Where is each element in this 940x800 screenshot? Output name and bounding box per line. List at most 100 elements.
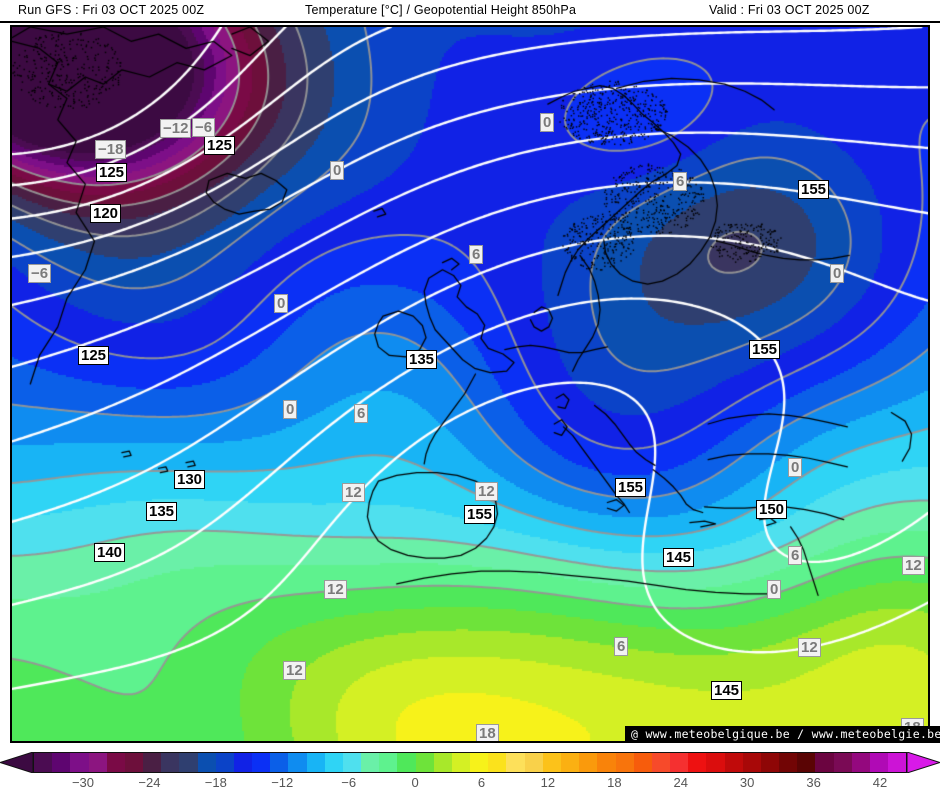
colorbar-swatch bbox=[724, 753, 743, 772]
colorbar-swatch bbox=[233, 753, 253, 772]
temperature-contour-label: 12 bbox=[475, 482, 498, 501]
geopotential-contour-label: 155 bbox=[464, 505, 496, 524]
map-header: Run GFS : Fri 03 OCT 2025 00Z Temperatur… bbox=[0, 0, 940, 23]
temperature-contour-label: 12 bbox=[902, 556, 925, 575]
colorbar-swatch bbox=[379, 753, 398, 772]
temperature-contour-label: −6 bbox=[192, 118, 216, 137]
colorbar-swatch bbox=[34, 753, 53, 772]
colorbar-swatch bbox=[143, 753, 162, 772]
geopotential-contour-label: 155 bbox=[615, 478, 647, 497]
temperature-contour-label: 6 bbox=[673, 172, 688, 191]
run-label: Run GFS : Fri 03 OCT 2025 00Z bbox=[18, 3, 205, 17]
colorbar-swatch bbox=[270, 753, 289, 772]
geopotential-contour-label: 125 bbox=[78, 346, 110, 365]
temperature-contour-label: −18 bbox=[95, 140, 127, 159]
colorbar-swatch bbox=[179, 753, 198, 772]
colorbar-swatch bbox=[779, 753, 798, 772]
colorbar-swatch bbox=[542, 753, 561, 772]
colorbar-swatch bbox=[615, 753, 634, 772]
geopotential-contour-label: 155 bbox=[749, 340, 781, 359]
colorbar-swatch bbox=[197, 753, 216, 772]
colorbar-gradient bbox=[33, 752, 907, 773]
colorbar-swatch bbox=[851, 753, 870, 772]
geopotential-contour-label: 140 bbox=[94, 543, 126, 562]
temperature-contour-label: 0 bbox=[830, 264, 845, 283]
geopotential-contour-label: 130 bbox=[174, 470, 206, 489]
colorbar-tick: −12 bbox=[271, 775, 294, 790]
map-panel: 125 125 120 125 135 130 135 140 155 155 155 155 150 1… bbox=[10, 25, 930, 743]
page-title: Temperature [°C] / Geopotential Height 8… bbox=[305, 3, 577, 17]
colorbar-swatch bbox=[760, 753, 780, 772]
colorbar-swatch bbox=[470, 753, 489, 772]
temperature-contour-label: 6 bbox=[469, 245, 484, 264]
colorbar-swatch bbox=[488, 753, 507, 772]
colorbar-swatch bbox=[433, 753, 452, 772]
geopotential-contour-label: 145 bbox=[711, 681, 743, 700]
valid-label: Valid : Fri 03 OCT 2025 00Z bbox=[709, 3, 870, 17]
temperature-contour-label: 12 bbox=[283, 661, 306, 680]
temperature-contour-label: 18 bbox=[476, 724, 499, 741]
colorbar-swatch bbox=[415, 753, 434, 772]
colorbar-swatch bbox=[869, 753, 889, 772]
geopotential-contour-label: 145 bbox=[663, 548, 695, 567]
colorbar-tick: −18 bbox=[204, 775, 227, 790]
temperature-contour-label: −6 bbox=[28, 264, 52, 283]
colorbar-swatch bbox=[52, 753, 71, 772]
temperature-contour-label: 6 bbox=[614, 637, 629, 656]
colorbar-swatch bbox=[88, 753, 107, 772]
colorbar-swatch bbox=[815, 753, 834, 772]
colorbar-swatch bbox=[597, 753, 616, 772]
colorbar-swatch bbox=[579, 753, 598, 772]
colorbar-tick: −6 bbox=[341, 775, 357, 790]
colorbar-swatch bbox=[451, 753, 471, 772]
temperature-contour-label: 12 bbox=[342, 483, 365, 502]
colorbar-tick: 24 bbox=[673, 775, 688, 790]
temperature-contour-label: 6 bbox=[788, 546, 803, 565]
colorbar-swatch bbox=[70, 753, 89, 772]
temperature-contour-label: 0 bbox=[540, 113, 555, 132]
header-divider bbox=[0, 21, 940, 23]
colorbar-swatch bbox=[161, 753, 180, 772]
colorbar-swatch bbox=[706, 753, 725, 772]
colorbar-swatch bbox=[124, 753, 144, 772]
colorbar-tick: 18 bbox=[607, 775, 622, 790]
temperature-contour-label: 0 bbox=[767, 580, 782, 599]
colorbar-swatch bbox=[833, 753, 852, 772]
temperature-contour-label: 0 bbox=[283, 400, 298, 419]
colorbar-tick: 12 bbox=[540, 775, 556, 790]
temperature-contour-label: 0 bbox=[330, 161, 345, 180]
temperature-contour-label: 6 bbox=[354, 404, 369, 423]
colorbar-swatch bbox=[651, 753, 671, 772]
colorbar-swatch bbox=[560, 753, 580, 772]
watermark: @ www.meteobelgique.be / www.meteobelgie… bbox=[625, 726, 940, 743]
colorbar-swatch bbox=[324, 753, 343, 772]
colorbar-tick: 36 bbox=[806, 775, 821, 790]
colorbar-swatch bbox=[888, 753, 907, 772]
temperature-contour-label: 12 bbox=[324, 580, 347, 599]
colorbar-left-arrow-icon bbox=[0, 752, 33, 773]
colorbar-tick: 0 bbox=[411, 775, 419, 790]
colorbar-swatch bbox=[397, 753, 416, 772]
temperature-contour-label: 12 bbox=[798, 638, 821, 657]
colorbar-tick: 42 bbox=[872, 775, 888, 790]
colorbar-swatch bbox=[106, 753, 125, 772]
colorbar-swatch bbox=[306, 753, 325, 772]
colorbar-tick: 30 bbox=[739, 775, 755, 790]
temperature-contour-label: 0 bbox=[274, 294, 289, 313]
colorbar-tick: −30 bbox=[71, 775, 95, 790]
colorbar-swatch bbox=[506, 753, 525, 772]
colorbar-swatch bbox=[670, 753, 689, 772]
colorbar-swatch bbox=[252, 753, 271, 772]
colorbar-tick-labels: −30 −24 −18 −12 −6 0 6 12 18 24 30 36 42 bbox=[0, 775, 940, 797]
colorbar-swatch bbox=[288, 753, 307, 772]
colorbar-swatch bbox=[524, 753, 543, 772]
colorbar-tick: −24 bbox=[138, 775, 161, 790]
colorbar-swatch bbox=[797, 753, 816, 772]
geopotential-contour-label: 135 bbox=[406, 350, 438, 369]
temperature-geopotential-map bbox=[12, 27, 928, 741]
colorbar-swatch bbox=[361, 753, 380, 772]
temperature-contour-label: 0 bbox=[788, 458, 803, 477]
colorbar-swatch bbox=[633, 753, 652, 772]
geopotential-contour-label: 125 bbox=[204, 136, 236, 155]
